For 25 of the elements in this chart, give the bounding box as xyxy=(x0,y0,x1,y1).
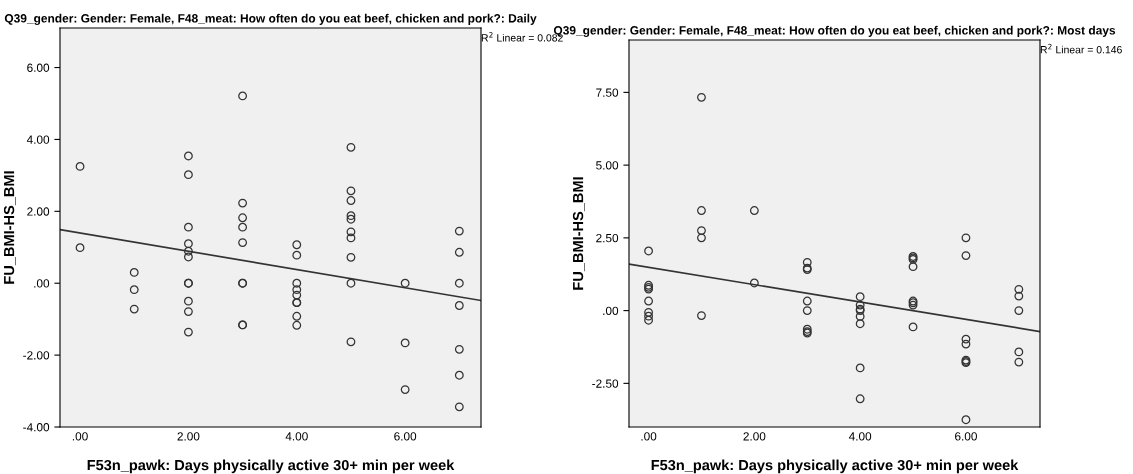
x-tick-label: 2.00 xyxy=(177,432,200,441)
x-tick-label: 6.00 xyxy=(394,432,417,441)
y-tick-label: -2.00 xyxy=(23,351,50,360)
x-tick-label: 6.00 xyxy=(955,432,977,441)
y-tick-label: 7.50 xyxy=(596,88,619,97)
y-tick-label: 4.00 xyxy=(26,135,50,144)
y-tick-label: .00 xyxy=(603,306,619,315)
x-tick-label: .00 xyxy=(641,432,657,441)
x-tick-label: .00 xyxy=(72,432,88,441)
y-tick-label: .00 xyxy=(34,279,50,288)
y-tick-label: 5.00 xyxy=(596,161,619,170)
y-tick-label: -4.00 xyxy=(23,423,50,432)
y-tick-label: 2.00 xyxy=(27,207,50,216)
x-tick-label: 2.00 xyxy=(743,432,766,441)
y-tick-label: -2.50 xyxy=(592,379,619,388)
text: R$^{2}$ Linear = 0.146 xyxy=(1040,43,1122,54)
y-tick-label: 6.00 xyxy=(27,63,50,72)
x-tick-label: 4.00 xyxy=(848,432,872,441)
x-axis-title: F53n_pawk: Days physically active 30+ min per week xyxy=(651,459,1019,474)
x-axis-title: F53n_pawk: Days physically active 30+ min per week xyxy=(87,459,455,474)
y-tick-label: 2.50 xyxy=(596,233,619,243)
chart-title: Q39_gender: Gender: Female, F48_meat: How often do you eat beef, chicken and pork?: Daily xyxy=(4,13,537,25)
x-tick-label: 4.00 xyxy=(285,432,308,441)
y-axis-title: FU_BMI-HS_BMI xyxy=(572,177,585,290)
y-axis-title: FU_BMI-HS_BMI xyxy=(3,171,16,284)
